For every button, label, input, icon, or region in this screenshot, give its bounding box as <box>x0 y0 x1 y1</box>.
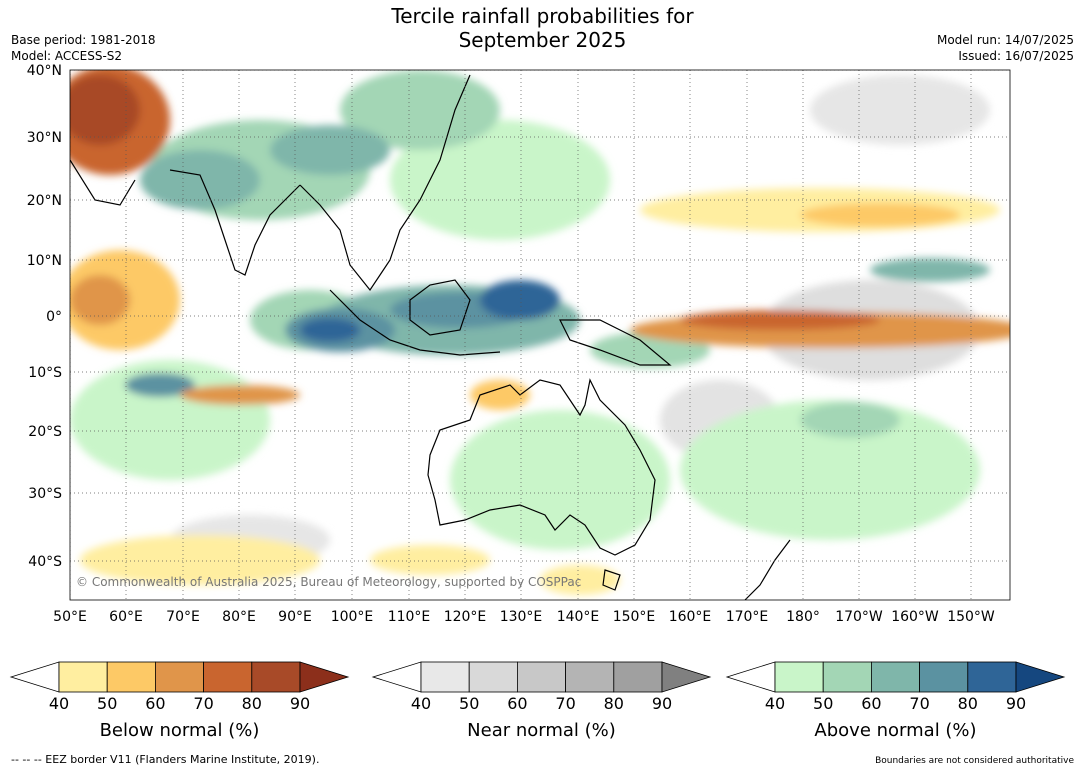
map-plot-area: © Commonwealth of Australia 2025, Bureau… <box>70 70 1010 600</box>
coastline-india <box>169 169 301 276</box>
colorbar-max-extension <box>299 661 350 693</box>
eez-footnote: -- -- -- EEZ border V11 (Flanders Marine… <box>11 753 319 766</box>
colorbar-tick: 90 <box>652 694 672 713</box>
lat-label: 30°S <box>28 486 62 502</box>
latitude-labels: 40°N 30°N 20°N 10°N 0° 10°S 20°S 30°S 40°S <box>27 63 62 570</box>
coastline-new-zealand <box>744 539 791 600</box>
lat-label: 40°S <box>28 554 62 570</box>
colorbar-segment <box>203 661 253 693</box>
lon-label: 120°E <box>444 609 487 625</box>
lat-label: 20°N <box>27 193 62 209</box>
colorbar-segment <box>58 661 108 693</box>
colorbar-min-extension <box>725 661 776 693</box>
colorbar-1: 40 50 60 70 80 90 Below normal (%) <box>9 661 350 741</box>
colorbar-tick: 40 <box>49 694 69 713</box>
coastline-arabia <box>70 159 136 206</box>
colorbar-segment <box>565 661 615 693</box>
title-line-1: Tercile rainfall probabilities for <box>391 4 694 28</box>
lon-label: 170°W <box>835 609 883 625</box>
colorbar-label: Above normal (%) <box>814 720 976 741</box>
colorbar-segment <box>967 661 1017 693</box>
colorbar-tick: 70 <box>555 694 575 713</box>
colorbar-min-extension <box>9 661 60 693</box>
probability-field <box>70 70 1010 595</box>
colorbar-segment <box>822 661 872 693</box>
colorbar-tick: 70 <box>909 694 929 713</box>
lat-label: 0° <box>46 309 62 325</box>
colorbar-segment <box>251 661 301 693</box>
title-line-2: September 2025 <box>458 28 627 52</box>
lat-label: 30°N <box>27 130 62 146</box>
coastline-sumatra-java <box>329 289 501 356</box>
lat-label: 40°N <box>27 63 62 79</box>
colorbar-tick: 80 <box>242 694 262 713</box>
model-name: Model: ACCESS-S2 <box>11 49 123 63</box>
longitude-labels: 50°E 60°E 70°E 80°E 90°E 100°E 110°E 120°E 130°E… <box>53 609 995 625</box>
colorbar-min-extension <box>371 661 422 693</box>
base-period: Base period: 1981-2018 <box>11 33 156 47</box>
colorbar-tick: 90 <box>290 694 310 713</box>
issued-date: Issued: 16/07/2025 <box>958 49 1074 63</box>
boundaries-disclaimer: Boundaries are not considered authoritat… <box>875 756 1074 766</box>
colorbar-segment <box>106 661 156 693</box>
colorbar-tick: 60 <box>507 694 527 713</box>
colorbar-tick: 80 <box>604 694 624 713</box>
colorbar-segment <box>154 661 204 693</box>
lon-label: 160°E <box>669 609 712 625</box>
coastline-tasmania <box>602 569 621 591</box>
graticule <box>70 70 1010 600</box>
colorbar-tick: 50 <box>97 694 117 713</box>
colorbar-segment <box>468 661 518 693</box>
lon-label: 180° <box>786 609 820 625</box>
colorbar-tick: 50 <box>459 694 479 713</box>
colorbar-label: Near normal (%) <box>467 720 616 741</box>
map-title: Tercile rainfall probabilities for Septe… <box>0 4 1085 52</box>
lon-label: 50°E <box>53 609 87 625</box>
lon-label: 100°E <box>331 609 374 625</box>
map-frame <box>69 69 1011 601</box>
coastline-australia <box>427 378 656 556</box>
copyright-notice: © Commonwealth of Australia 2025, Bureau… <box>76 575 581 589</box>
colorbar-3: 40 50 60 70 80 90 Above normal (%) <box>725 661 1066 741</box>
lon-label: 160°W <box>891 609 939 625</box>
lon-label: 140°E <box>557 609 600 625</box>
lat-label: 10°N <box>27 253 62 269</box>
colorbar-tick: 80 <box>958 694 978 713</box>
lon-label: 70°E <box>166 609 200 625</box>
colorbar-segment <box>517 661 567 693</box>
lon-label: 90°E <box>278 609 312 625</box>
colorbar-max-extension <box>1015 661 1066 693</box>
colorbar-segment <box>774 661 824 693</box>
lon-label: 150°W <box>947 609 995 625</box>
lat-label: 10°S <box>28 365 62 381</box>
meta-left: Base period: 1981-2018 Model: ACCESS-S2 <box>11 32 156 64</box>
lat-label: 20°S <box>28 424 62 440</box>
colorbar-tick: 70 <box>193 694 213 713</box>
coastline-new-guinea <box>559 319 672 366</box>
lon-label: 170°E <box>726 609 769 625</box>
lon-label: 60°E <box>109 609 143 625</box>
colorbar-tick: 40 <box>411 694 431 713</box>
colorbar-max-extension <box>661 661 712 693</box>
model-run: Model run: 14/07/2025 <box>936 33 1074 47</box>
lon-label: 80°E <box>222 609 256 625</box>
colorbar-label: Below normal (%) <box>100 720 260 741</box>
colorbar-tick: 60 <box>145 694 165 713</box>
lon-label: 150°E <box>613 609 656 625</box>
colorbar-tick: 90 <box>1006 694 1026 713</box>
colorbar-tick: 50 <box>813 694 833 713</box>
colorbar-segment <box>919 661 969 693</box>
colorbar-2: 40 50 60 70 80 90 Near normal (%) <box>371 661 712 741</box>
lon-label: 130°E <box>500 609 543 625</box>
colorbar-segment <box>613 661 663 693</box>
lon-label: 110°E <box>388 609 431 625</box>
meta-right: Model run: 14/07/2025 Issued: 16/07/2025 <box>937 32 1074 64</box>
colorbar-tick: 40 <box>765 694 785 713</box>
colorbar-segment <box>420 661 470 693</box>
colorbar-tick: 60 <box>861 694 881 713</box>
colorbars: 40 50 60 70 80 90 Below normal (%) 40 50 60 70 80 90… <box>9 661 1066 741</box>
colorbar-segment <box>871 661 921 693</box>
